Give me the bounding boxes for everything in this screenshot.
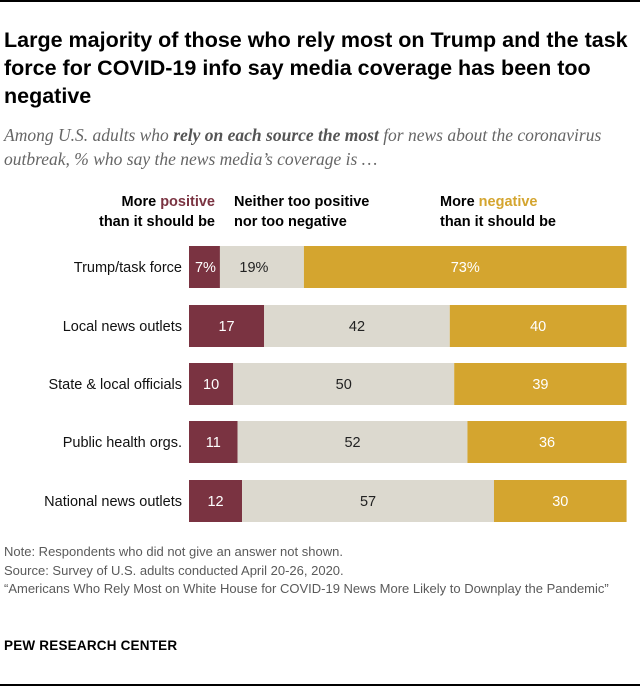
bar-segment-negative (493, 480, 627, 522)
data-label-positive: 11 (206, 435, 221, 451)
source-text: Source: Survey of U.S. adults conducted … (4, 562, 344, 578)
legend-negative: More negative than it should be (440, 192, 630, 232)
bar-segment-neither (264, 305, 450, 347)
data-label-neither: 19% (239, 260, 268, 276)
bar-segment-negative (303, 246, 627, 288)
legend-negative-line2: than it should be (440, 214, 556, 230)
data-label-neither: 52 (344, 435, 360, 451)
bar-segment-neither (233, 363, 455, 405)
data-label-neither: 50 (336, 377, 352, 393)
subtitle-text-pre: Among U.S. adults who (4, 125, 174, 145)
data-label-neither: 57 (360, 494, 376, 510)
note-text: Note: Respondents who did not give an an… (4, 544, 343, 559)
subtitle-text-post: for news about the coronavirus outbreak,… (4, 125, 602, 169)
legend-positive-prefix: More (121, 194, 161, 210)
chart-subtitle: Among U.S. adults who rely on each sourc… (4, 123, 636, 171)
legend-positive-line1: More positive (60, 192, 215, 212)
bar-segment-negative (467, 421, 627, 463)
data-label-positive: 10 (203, 377, 219, 393)
category-label: Public health orgs. (63, 435, 182, 451)
data-label-positive: 12 (207, 494, 223, 510)
data-label-negative: 36 (539, 435, 555, 451)
bar-segment-positive (189, 480, 243, 522)
bar-segment-positive (189, 305, 265, 347)
category-label: Local news outlets (63, 319, 182, 335)
bottom-rule (0, 684, 640, 686)
legend-positive-keyword: positive (160, 194, 215, 210)
bar-segment-neither (242, 480, 494, 522)
bar-segment-neither (219, 246, 304, 288)
legend-neither-line2: nor too negative (234, 214, 347, 230)
legend-neither-line1: Neither too positive (234, 194, 370, 210)
bar-segment-negative (449, 305, 627, 347)
data-label-negative: 39 (532, 377, 548, 393)
bar-segment-neither (237, 421, 468, 463)
bar-segment-positive (189, 246, 220, 288)
data-label-positive: 7% (195, 260, 216, 276)
data-label-negative: 30 (552, 494, 568, 510)
data-label-positive: 17 (218, 319, 234, 335)
legend-negative-keyword: negative (478, 194, 538, 210)
brand-logo-text: PEW RESEARCH CENTER (4, 638, 178, 653)
chart-title: Large majority of those who rely most on… (4, 28, 628, 108)
data-label-neither: 42 (349, 319, 365, 335)
legend-neither: Neither too positive nor too negative (234, 192, 434, 232)
bar-segment-positive (189, 421, 238, 463)
legend-negative-line1: More negative (440, 192, 630, 212)
bar-segment-positive (189, 363, 234, 405)
category-label: Trump/task force (74, 260, 182, 276)
report-title: “Americans Who Rely Most on White House … (4, 581, 609, 596)
data-label-negative: 40 (530, 319, 546, 335)
bar-segment-negative (454, 363, 627, 405)
footnotes: Note: Respondents who did not give an an… (4, 543, 636, 599)
category-label: State & local officials (48, 377, 182, 393)
data-label-negative: 73% (451, 260, 480, 276)
legend-negative-prefix: More (440, 194, 479, 210)
legend-positive-line2: than it should be (99, 214, 215, 230)
legend-positive: More positive than it should be (60, 192, 215, 232)
top-rule (0, 0, 640, 2)
category-label: National news outlets (44, 494, 182, 510)
subtitle-text-bold: rely on each source the most (173, 125, 379, 145)
